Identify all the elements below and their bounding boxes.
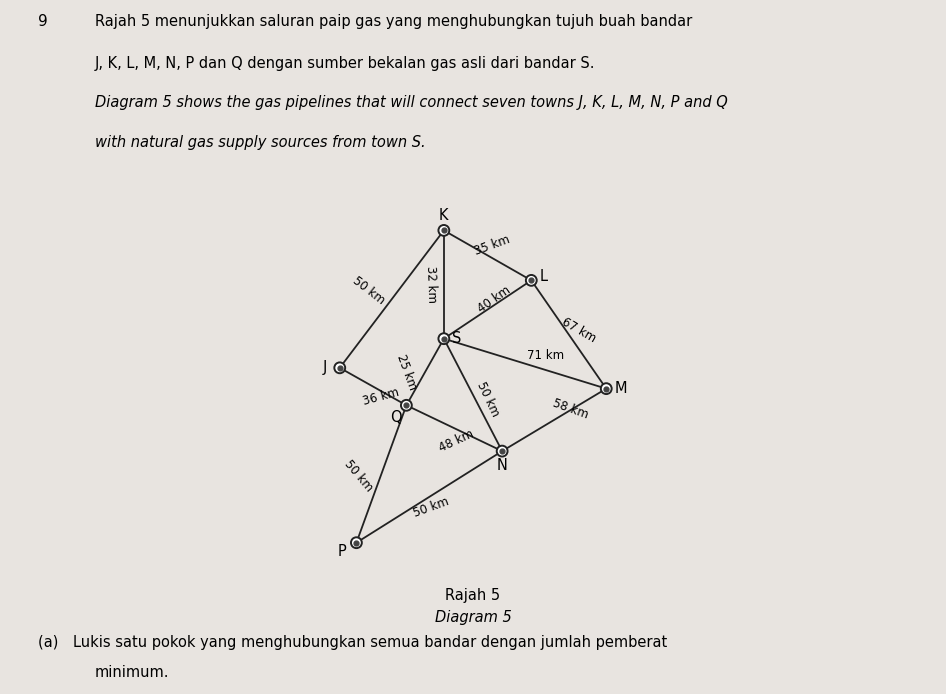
Text: 50 km: 50 km <box>412 495 451 520</box>
Text: 40 km: 40 km <box>475 283 513 315</box>
Text: 48 km: 48 km <box>437 427 476 455</box>
Circle shape <box>438 333 449 344</box>
Text: Q: Q <box>390 410 402 425</box>
Text: 50 km: 50 km <box>350 274 388 307</box>
Circle shape <box>334 362 345 373</box>
Text: 32 km: 32 km <box>424 266 439 303</box>
Text: 50 km: 50 km <box>342 458 376 494</box>
Text: Diagram 5: Diagram 5 <box>434 610 512 625</box>
Text: N: N <box>497 458 508 473</box>
Text: 58 km: 58 km <box>552 397 590 422</box>
Text: 36 km: 36 km <box>361 386 401 408</box>
Text: J: J <box>323 360 327 375</box>
Text: Rajah 5: Rajah 5 <box>446 589 500 603</box>
Circle shape <box>601 383 612 394</box>
Text: P: P <box>338 543 346 559</box>
Circle shape <box>497 446 508 457</box>
Text: 35 km: 35 km <box>472 232 511 257</box>
Circle shape <box>351 537 361 548</box>
Text: J, K, L, M, N, P dan Q dengan sumber bekalan gas asli dari bandar S.: J, K, L, M, N, P dan Q dengan sumber bek… <box>95 56 595 71</box>
Text: Rajah 5 menunjukkan saluran paip gas yang menghubungkan tujuh buah bandar: Rajah 5 menunjukkan saluran paip gas yan… <box>95 14 692 29</box>
Text: Diagram 5 shows the gas pipelines that will connect seven towns J, K, L, M, N, P: Diagram 5 shows the gas pipelines that w… <box>95 95 727 110</box>
Text: 71 km: 71 km <box>527 349 565 362</box>
Text: minimum.: minimum. <box>95 665 169 680</box>
Text: (a) Lukis satu pokok yang menghubungkan semua bandar dengan jumlah pemberat: (a) Lukis satu pokok yang menghubungkan … <box>38 635 667 650</box>
Circle shape <box>438 225 449 236</box>
Text: L: L <box>540 269 548 284</box>
Text: 25 km: 25 km <box>394 353 419 391</box>
Circle shape <box>401 400 412 411</box>
Text: 67 km: 67 km <box>560 316 599 345</box>
Text: M: M <box>615 381 627 396</box>
Text: with natural gas supply sources from town S.: with natural gas supply sources from tow… <box>95 135 425 151</box>
Text: S: S <box>451 331 461 346</box>
Text: K: K <box>439 208 448 223</box>
Text: 50 km: 50 km <box>474 380 501 418</box>
Text: 9: 9 <box>38 14 47 29</box>
Circle shape <box>526 275 536 286</box>
